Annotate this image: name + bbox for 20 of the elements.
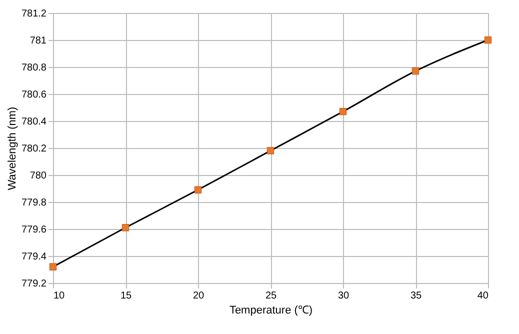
y-tick-label: 779.6: [21, 224, 47, 236]
y-tick-label: 780.8: [21, 62, 47, 74]
x-tick-label: 15: [120, 290, 132, 302]
y-tick-label: 780.2: [21, 144, 47, 154]
x-axis-title: Temperature (℃): [229, 304, 313, 316]
x-tick-label: 10: [54, 290, 66, 302]
y-tick-label: 779.2: [21, 278, 47, 290]
x-tick-label: 35: [410, 290, 422, 302]
y-tick-label: 781: [30, 36, 47, 46]
y-tick-label: 780: [30, 170, 47, 182]
x-tick-label: 30: [338, 290, 350, 302]
y-tick-label: 779.4: [21, 252, 47, 262]
x-tick-label: 20: [192, 290, 204, 302]
y-axis-title: Wavelength (nm): [6, 106, 18, 190]
y-tick-label: 781.2: [21, 8, 47, 20]
y-tick-label: 780.4: [21, 116, 47, 128]
x-tick-label: 40: [477, 290, 489, 302]
y-tick-label: 779.8: [21, 198, 47, 208]
y-tick-label: 780.6: [21, 90, 47, 100]
x-tick-label: 25: [265, 290, 277, 302]
